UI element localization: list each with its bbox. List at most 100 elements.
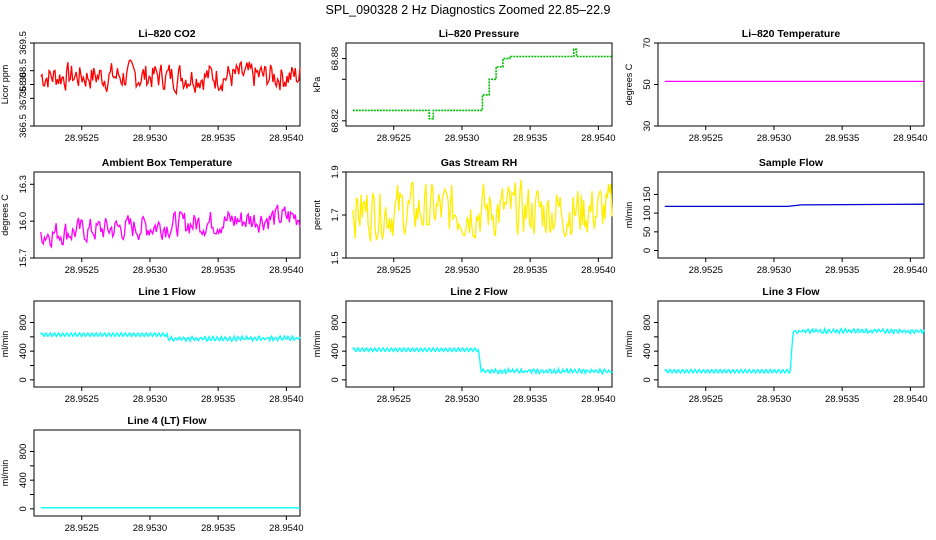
co2-series-line [40,59,301,96]
sample-ytick-label: 0 [642,248,653,253]
pressure-ytick-label: 68.88 [330,47,341,71]
line4-xtick-label: 28.9530 [133,523,167,534]
line4-xtick-label: 28.9535 [201,523,235,534]
line1-xtick-label: 28.9530 [133,394,167,405]
line3-plot-frame [657,300,925,388]
ambient-ytick-label: 16.0 [18,212,29,231]
co2-ytick-label: 367.5 [18,86,29,110]
sample-series-line [664,203,925,208]
sample-ytick-label: 100 [642,205,653,221]
line2-xtick-label: 28.9530 [445,394,479,405]
ambient-xtick-label: 28.9540 [269,265,303,276]
rh-title: Gas Stream RH [441,157,517,169]
pressure-ytick-label: 68.82 [330,109,341,133]
line3-title: Line 3 Flow [762,286,820,298]
line1-title: Line 1 Flow [138,286,196,298]
sample-xtick-label: 28.9525 [689,265,723,276]
line4-ytick-label: 800 [18,444,29,460]
line4-ytick-label: 0 [18,506,29,511]
pressure-xtick-label: 28.9540 [581,133,615,144]
co2-xtick-label: 28.9535 [201,133,235,144]
sample-xtick-label: 28.9530 [757,265,791,276]
line2-ytick-label: 400 [330,343,341,359]
temperature-ytick-label: 70 [642,38,653,49]
ambient-xtick-label: 28.9525 [65,265,99,276]
line4-plot-frame [33,429,301,517]
line2-plot-frame [345,300,613,388]
line3-ytick-label: 400 [642,343,653,359]
co2-title: Li–820 CO2 [138,28,195,40]
rh-xtick-label: 28.9525 [377,265,411,276]
line4-ytick-label: 400 [18,472,29,488]
co2-ytick-label: 366.5 [18,114,29,138]
line2-ytick-label: 0 [330,377,341,382]
temperature-ytick-label: 30 [642,121,653,132]
rh-xtick-label: 28.9530 [445,265,479,276]
line4-xtick-label: 28.9525 [65,523,99,534]
co2-plot-frame [33,42,301,127]
line2-title: Line 2 Flow [450,286,508,298]
line1-plot-frame [33,300,301,388]
rh-series-line [352,179,613,242]
temperature-ylabel: degrees C [624,63,634,105]
sample-ytick-label: 50 [642,227,653,238]
temperature-ytick-label: 50 [642,79,653,90]
line1-ytick-label: 800 [18,315,29,331]
panel-line3: Line 3 Flow ml/min 0 400 800 28.9525 28.9530 28… [624,286,928,405]
co2-xtick-label: 28.9530 [133,133,167,144]
line3-xtick-label: 28.9540 [893,394,927,405]
rh-ytick-label: 1.9 [330,165,341,178]
ambient-xtick-label: 28.9530 [133,265,167,276]
line4-xtick-label: 28.9540 [269,523,303,534]
line3-xtick-label: 28.9535 [825,394,859,405]
ambient-plot-frame [33,171,301,259]
co2-ytick-label: 368.5 [18,59,29,83]
temperature-xtick-label: 28.9540 [893,133,927,144]
co2-ytick-label: 369.5 [18,31,29,55]
pressure-xtick-label: 28.9535 [513,133,547,144]
ambient-ytick-label: 15.7 [18,249,29,268]
line3-xtick-label: 28.9525 [689,394,723,405]
line1-ytick-label: 0 [18,377,29,382]
sample-xtick-label: 28.9540 [893,265,927,276]
pressure-title: Li–820 Pressure [439,28,520,40]
line2-series-line [352,346,613,376]
panel-rh: Gas Stream RH percent 1.5 1.7 1.9 28.9525 28.9… [312,157,616,276]
co2-xtick-label: 28.9525 [65,133,99,144]
panel-line2: Line 2 Flow ml/min 0 400 800 28.9525 28.9530 28… [312,286,616,405]
panel-line4: Line 4 (LT) Flow ml/min 0 400 800 28.9525 28.9… [0,415,304,534]
temperature-xtick-label: 28.9530 [757,133,791,144]
panel-ambient: Ambient Box Temperature degrees C 15.7 16.0… [0,157,304,276]
co2-ytick-label: 368.0 [18,73,29,97]
line1-ytick-label: 400 [18,343,29,359]
figure-title: SPL_090328 2 Hz Diagnostics Zoomed 22.85… [326,3,611,17]
sample-title: Sample Flow [759,157,824,169]
panel-sample: Sample Flow ml/min 0 50 100 150 28.9525 28.9530… [624,157,928,276]
ambient-title: Ambient Box Temperature [102,157,233,169]
ambient-series-line [40,204,301,249]
line2-xtick-label: 28.9540 [581,394,615,405]
line4-ylabel: ml/min [0,460,10,487]
pressure-plot-frame [345,42,613,127]
rh-xtick-label: 28.9535 [513,265,547,276]
sample-ylabel: ml/min [624,202,634,229]
ambient-ylabel: degrees C [0,194,10,236]
line1-xtick-label: 28.9540 [269,394,303,405]
line3-series-line [664,326,925,375]
line3-xtick-label: 28.9530 [757,394,791,405]
temperature-xtick-label: 28.9535 [825,133,859,144]
temperature-plot-frame [657,42,925,127]
line1-series-line [40,331,301,343]
ambient-xtick-label: 28.9535 [201,265,235,276]
panel-line1: Line 1 Flow ml/min 0 400 800 28.9525 28.9530 28… [0,286,304,405]
sample-xtick-label: 28.9535 [825,265,859,276]
sample-plot-frame [657,171,925,259]
rh-ytick-label: 1.7 [330,208,341,221]
co2-ylabel: Licor ppm [0,65,10,105]
line3-ytick-label: 800 [642,315,653,331]
line1-xtick-label: 28.9535 [201,394,235,405]
co2-xtick-label: 28.9540 [269,133,303,144]
